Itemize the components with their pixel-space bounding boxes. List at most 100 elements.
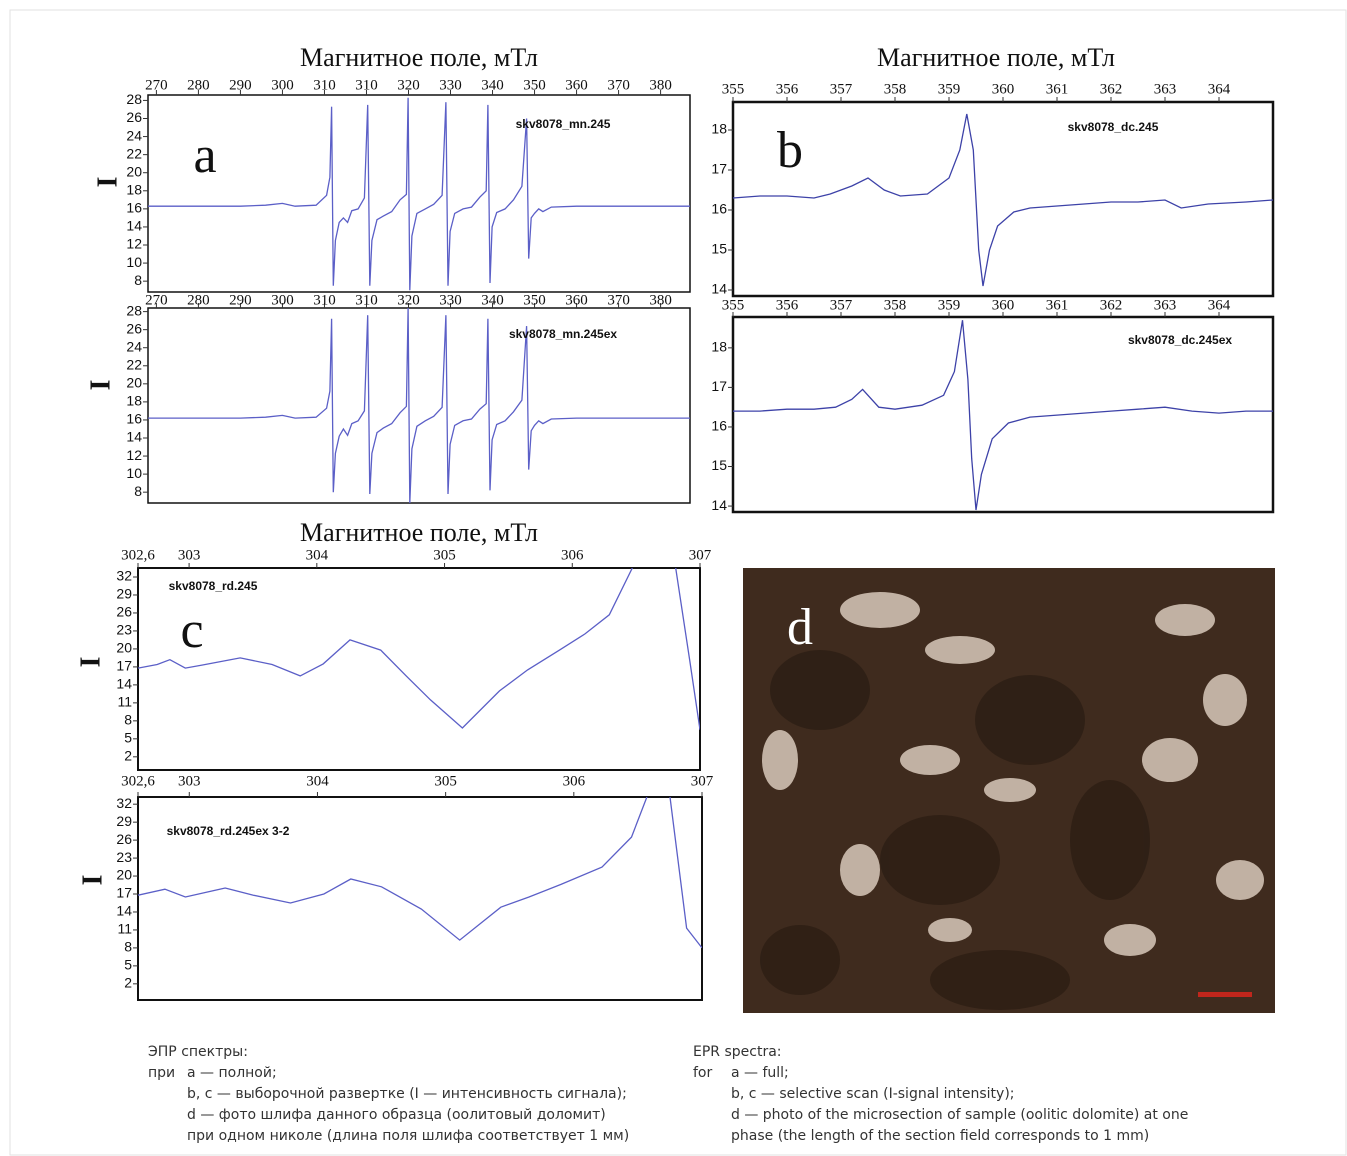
x-tick-label: 364 <box>1208 297 1231 313</box>
y-tick-label: 2 <box>124 748 132 764</box>
x-tick-label: 357 <box>830 297 853 313</box>
caption-line: a — full; <box>731 1065 789 1081</box>
panel-label: b <box>777 122 803 179</box>
y-tick-label: 2 <box>124 975 132 991</box>
x-tick-label: 307 <box>689 547 712 563</box>
y-tick-label: 16 <box>711 201 727 217</box>
x-tick-label: 304 <box>306 547 329 563</box>
axis-title: Магнитное поле, мТл <box>300 43 538 72</box>
x-tick-label: 359 <box>938 297 961 313</box>
scale-bar <box>1198 992 1252 997</box>
y-tick-label: 17 <box>711 161 727 177</box>
series-label: skv8078_rd.245ex 3-2 <box>167 824 290 838</box>
x-tick-label: 280 <box>187 292 210 308</box>
x-tick-label: 310 <box>313 292 336 308</box>
y-tick-label: 28 <box>126 302 142 318</box>
y-tick-label: 18 <box>711 121 727 137</box>
spectrum-line <box>138 568 700 730</box>
y-tick-label: 15 <box>711 241 727 257</box>
y-tick-label: 23 <box>116 622 132 638</box>
x-tick-label: 302,6 <box>121 547 155 563</box>
y-axis-label: I <box>75 657 106 668</box>
x-tick-label: 305 <box>434 773 457 789</box>
axis-title: Магнитное поле, мТл <box>877 43 1115 72</box>
y-tick-label: 8 <box>124 712 132 728</box>
x-tick-label: 307 <box>691 773 714 789</box>
x-tick-label: 330 <box>439 77 462 93</box>
series-label: skv8078_dc.245 <box>1068 120 1159 134</box>
y-tick-label: 20 <box>126 375 142 391</box>
x-tick-label: 306 <box>563 773 586 789</box>
caption-line: а — полной; <box>187 1065 277 1081</box>
y-tick-label: 18 <box>711 339 727 355</box>
y-tick-label: 11 <box>117 921 132 937</box>
x-tick-label: 310 <box>355 77 378 93</box>
y-tick-label: 17 <box>116 658 132 674</box>
plot-frame <box>731 100 1275 298</box>
plot-frame <box>137 796 703 1001</box>
x-tick-label: 310 <box>355 292 378 308</box>
y-tick-label: 32 <box>116 568 132 584</box>
spectrum-line <box>148 308 690 503</box>
x-tick-label: 304 <box>306 773 329 789</box>
spectrum-line <box>138 797 702 949</box>
y-tick-label: 14 <box>126 218 142 234</box>
x-tick-label: 364 <box>1208 81 1231 97</box>
x-tick-label: 310 <box>313 77 336 93</box>
y-tick-label: 26 <box>126 320 142 336</box>
photo <box>743 568 1275 1013</box>
y-tick-label: 32 <box>116 795 132 811</box>
y-tick-label: 17 <box>711 378 727 394</box>
y-tick-label: 26 <box>116 604 132 620</box>
x-tick-label: 280 <box>187 77 210 93</box>
y-tick-label: 18 <box>126 181 142 197</box>
plot-frame <box>147 307 691 504</box>
x-tick-label: 356 <box>776 81 799 97</box>
x-tick-label: 302,6 <box>121 773 155 789</box>
x-tick-label: 380 <box>649 292 672 308</box>
x-tick-label: 363 <box>1154 297 1177 313</box>
y-tick-label: 16 <box>126 411 142 427</box>
y-tick-label: 20 <box>126 163 142 179</box>
x-tick-label: 356 <box>776 297 799 313</box>
x-tick-label: 300 <box>271 292 294 308</box>
photo-pores <box>762 592 1264 956</box>
x-tick-label: 290 <box>229 77 252 93</box>
y-tick-label: 17 <box>116 885 132 901</box>
caption-line: phase (the length of the section field c… <box>731 1128 1149 1144</box>
y-tick-label: 16 <box>126 200 142 216</box>
axis-title: Магнитное поле, мТл <box>300 518 538 547</box>
y-tick-label: 14 <box>711 281 727 297</box>
y-axis-label: I <box>77 875 108 886</box>
x-tick-label: 303 <box>178 773 201 789</box>
y-tick-label: 24 <box>126 338 142 354</box>
caption-line: d — фото шлифа данного образца (оолитовы… <box>187 1107 606 1123</box>
panel-label: d <box>787 599 813 656</box>
x-tick-label: 380 <box>649 77 672 93</box>
x-tick-label: 330 <box>439 292 462 308</box>
plot-frame <box>147 94 691 293</box>
y-tick-label: 26 <box>116 831 132 847</box>
series-label: skv8078_mn.245ex <box>509 327 617 341</box>
y-tick-label: 11 <box>117 694 132 710</box>
x-tick-label: 360 <box>565 292 588 308</box>
x-tick-label: 350 <box>523 292 546 308</box>
x-tick-label: 350 <box>523 77 546 93</box>
y-tick-label: 24 <box>126 127 142 143</box>
y-tick-label: 12 <box>126 236 142 252</box>
x-tick-label: 360 <box>992 81 1015 97</box>
y-axis-label: I <box>92 177 123 188</box>
x-tick-label: 270 <box>145 77 168 93</box>
x-tick-label: 270 <box>145 292 168 308</box>
y-tick-label: 26 <box>126 109 142 125</box>
x-tick-label: 361 <box>1046 81 1069 97</box>
y-tick-label: 12 <box>126 447 142 463</box>
x-tick-label: 370 <box>607 77 630 93</box>
x-tick-label: 359 <box>938 81 961 97</box>
y-tick-label: 5 <box>124 730 132 746</box>
x-tick-label: 320 <box>397 77 420 93</box>
spectrum-line <box>733 320 1273 511</box>
x-tick-label: 361 <box>1046 297 1069 313</box>
y-tick-label: 8 <box>124 939 132 955</box>
